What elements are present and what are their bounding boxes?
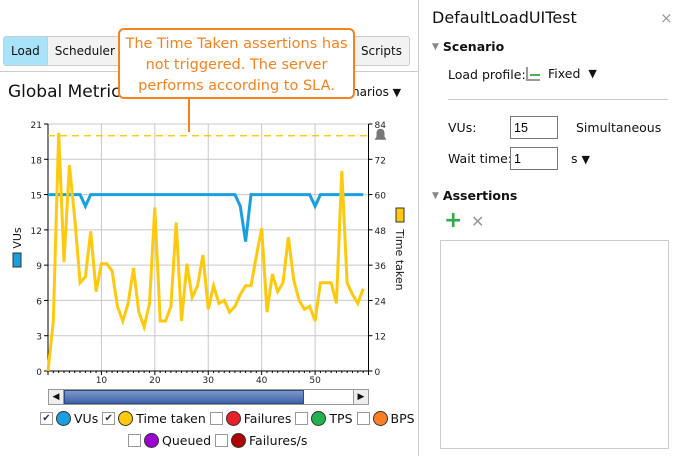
wait-unit-value: s bbox=[571, 151, 578, 166]
legend-label: VUs bbox=[74, 411, 99, 426]
scroll-right-icon[interactable]: ▶ bbox=[353, 390, 368, 404]
x-tick-label: 20 bbox=[149, 376, 161, 386]
legend-bps[interactable]: BPS bbox=[356, 411, 415, 426]
divider bbox=[448, 99, 668, 100]
failures-per-sec-color-icon bbox=[231, 433, 246, 448]
scrollbar-thumb[interactable] bbox=[64, 390, 304, 404]
wait-time-input[interactable] bbox=[510, 147, 558, 170]
series-vus bbox=[48, 193, 364, 242]
properties-panel: DefaultLoadUITest × ▼ Scenario Load profi… bbox=[420, 0, 677, 456]
left-tick-label: 18 bbox=[31, 156, 43, 166]
legend-queued[interactable]: Queued bbox=[128, 433, 211, 448]
load-profile-label: Load profile: bbox=[448, 67, 526, 82]
legend-time-taken[interactable]: ✔ Time taken bbox=[102, 411, 206, 426]
tab-scheduler[interactable]: Scheduler bbox=[48, 37, 123, 65]
left-tick-label: 9 bbox=[36, 262, 42, 272]
time-taken-color-icon bbox=[118, 411, 134, 426]
vus-axis-swatch bbox=[12, 252, 22, 268]
vus-input[interactable] bbox=[510, 116, 558, 139]
load-profile-dropdown[interactable]: Fixed ▼ bbox=[526, 66, 597, 81]
checkbox-icon[interactable] bbox=[356, 412, 370, 425]
scenario-heading: Scenario bbox=[442, 39, 505, 54]
callout-tooltip: The Time Taken assertions has not trigge… bbox=[118, 28, 355, 99]
left-axis-label: VUs bbox=[11, 227, 24, 249]
right-tick-label: 60 bbox=[375, 192, 387, 202]
left-tick-label: 21 bbox=[31, 121, 42, 131]
checkbox-icon[interactable] bbox=[209, 412, 223, 425]
right-axis-label: Time taken bbox=[393, 228, 406, 290]
legend-label: TPS bbox=[329, 411, 353, 426]
assertions-list[interactable] bbox=[440, 240, 669, 449]
right-tick-label: 48 bbox=[375, 227, 387, 237]
right-tick-label: 84 bbox=[375, 121, 387, 131]
checkbox-icon[interactable] bbox=[215, 434, 228, 447]
right-tick-label: 72 bbox=[375, 156, 386, 166]
checkbox-icon[interactable]: ✔ bbox=[102, 412, 116, 425]
panel-title: DefaultLoadUITest bbox=[432, 8, 577, 27]
remove-assertion-icon[interactable]: ✕ bbox=[471, 212, 485, 231]
wait-time-label: Wait time: bbox=[448, 151, 513, 166]
checkbox-icon[interactable]: ✔ bbox=[40, 412, 53, 425]
legend-label: Time taken bbox=[136, 411, 206, 426]
time-taken-axis-swatch bbox=[395, 207, 405, 223]
page-title: Global Metrics bbox=[8, 82, 130, 102]
x-tick-label: 40 bbox=[256, 376, 268, 386]
add-assertion-icon[interactable]: + bbox=[444, 208, 463, 233]
legend-tps[interactable]: TPS bbox=[295, 411, 353, 426]
callout-pointer bbox=[188, 99, 190, 132]
x-tick-label: 10 bbox=[96, 376, 108, 386]
right-tick-label: 24 bbox=[375, 297, 387, 307]
legend-label: Failures bbox=[243, 411, 292, 426]
assertions-heading: Assertions bbox=[442, 188, 518, 203]
right-tick-label: 0 bbox=[375, 368, 381, 378]
scenarios-label: narios bbox=[352, 85, 389, 99]
legend-failures[interactable]: Failures bbox=[209, 411, 292, 426]
x-tick-label: 50 bbox=[309, 376, 321, 386]
legend-row-2: Queued Failures/s bbox=[128, 433, 307, 448]
scenario-section-toggle[interactable]: ▼ Scenario bbox=[432, 39, 504, 54]
tab-load[interactable]: Load bbox=[4, 37, 48, 65]
vus-mode: Simultaneous bbox=[576, 120, 662, 135]
wait-unit-dropdown[interactable]: s ▼ bbox=[571, 151, 590, 166]
queued-color-icon bbox=[144, 433, 159, 448]
legend-row-1: ✔ VUs ✔ Time taken Failures TPS BPS bbox=[40, 411, 415, 426]
failures-color-icon bbox=[225, 411, 241, 426]
tab-scripts[interactable]: Scripts bbox=[352, 37, 409, 65]
checkbox-icon[interactable] bbox=[128, 434, 141, 447]
chevron-down-icon: ▼ bbox=[581, 153, 590, 166]
legend-vus[interactable]: ✔ VUs bbox=[40, 411, 98, 426]
tps-color-icon bbox=[311, 411, 327, 426]
series-time-taken bbox=[46, 132, 365, 372]
checkbox-icon[interactable] bbox=[295, 412, 309, 425]
right-tick-label: 12 bbox=[375, 333, 386, 343]
left-tick-label: 6 bbox=[36, 297, 42, 307]
x-tick-label: 30 bbox=[203, 376, 215, 386]
assertions-section-toggle[interactable]: ▼ Assertions bbox=[432, 188, 517, 203]
bps-color-icon bbox=[372, 411, 388, 426]
fixed-profile-icon bbox=[526, 66, 540, 81]
chevron-down-icon: ▼ bbox=[392, 86, 402, 99]
left-tick-label: 15 bbox=[31, 192, 42, 202]
scroll-left-icon[interactable]: ◀ bbox=[49, 390, 64, 404]
vus-color-icon bbox=[56, 411, 71, 426]
chevron-down-icon: ▼ bbox=[588, 67, 597, 80]
scenarios-dropdown[interactable]: narios ▼ bbox=[352, 85, 401, 99]
bell-icon bbox=[374, 128, 387, 140]
left-tick-label: 3 bbox=[36, 333, 42, 343]
chart-scrollbar[interactable]: ◀ ▶ bbox=[48, 389, 369, 405]
left-tick-label: 0 bbox=[36, 368, 42, 378]
close-icon[interactable]: × bbox=[660, 9, 673, 27]
legend-label: BPS bbox=[390, 411, 415, 426]
left-panel: Load Scheduler Scripts Global Metrics na… bbox=[0, 0, 419, 456]
left-tick-label: 12 bbox=[31, 227, 42, 237]
load-profile-value: Fixed bbox=[548, 66, 581, 81]
vus-label: VUs: bbox=[448, 120, 477, 135]
legend-label: Failures/s bbox=[249, 433, 308, 448]
right-tick-label: 36 bbox=[375, 262, 387, 272]
collapse-icon: ▼ bbox=[432, 190, 439, 201]
legend-label: Queued bbox=[162, 433, 211, 448]
legend-failures-per-sec[interactable]: Failures/s bbox=[215, 433, 307, 448]
collapse-icon: ▼ bbox=[432, 41, 439, 52]
